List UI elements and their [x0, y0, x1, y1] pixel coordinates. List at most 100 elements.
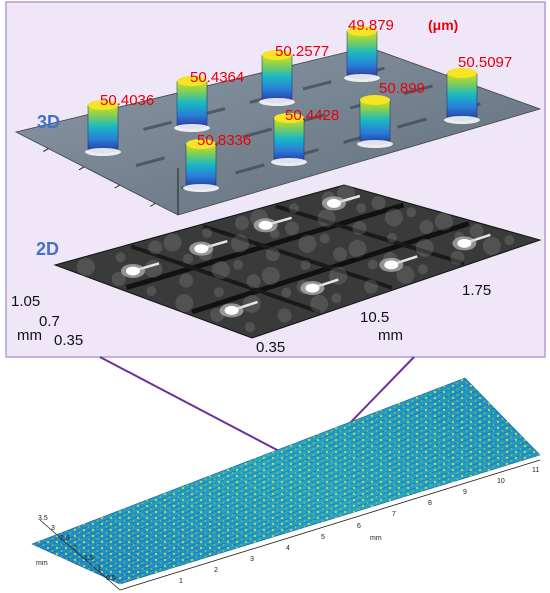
pillar-base	[344, 74, 380, 82]
height-label-8: 50.8336	[197, 132, 251, 149]
surface-3d-tick	[150, 202, 156, 207]
image-2d-blob	[352, 221, 367, 236]
full-x-axis	[119, 459, 541, 591]
image-2d-blob	[417, 264, 428, 275]
full-x-tick-1: 1	[179, 578, 183, 585]
image-2d-blob	[415, 238, 434, 257]
image-2d-blob	[202, 227, 213, 238]
pillar-4	[344, 26, 380, 82]
pillar-top	[360, 95, 390, 105]
image-2d-blob	[265, 247, 280, 262]
label-3d: 3D	[37, 112, 60, 132]
image-2d-blob	[386, 232, 397, 243]
image-2d-spot	[305, 283, 320, 293]
surface-3d-tick	[78, 166, 85, 171]
image-2d-blob	[469, 223, 484, 238]
height-label-7: 50.4428	[285, 107, 339, 124]
image-2d-blob	[246, 274, 261, 289]
image-2d-blob	[333, 247, 348, 262]
pillar-top	[186, 139, 216, 149]
pillar-base	[183, 184, 219, 192]
surface-full-spikes	[32, 378, 540, 584]
pillar-base	[357, 140, 393, 148]
pillar-top	[274, 113, 304, 123]
image-2d-channel	[275, 204, 465, 266]
image-2d-blob	[261, 266, 280, 285]
image-2d-blob	[348, 239, 367, 258]
image-2d-blob	[367, 259, 378, 270]
pillar-base	[259, 98, 295, 106]
pillar-top	[88, 100, 118, 110]
image-2d-blob	[115, 252, 126, 263]
image-2d-blob	[482, 237, 501, 256]
x-tick-1: 0.35	[256, 339, 285, 356]
pillar-base	[444, 116, 480, 124]
full-x-tick-8: 8	[428, 500, 432, 507]
surface-3d-trench	[143, 120, 173, 131]
full-y-tick-4: 2	[73, 545, 77, 552]
full-y-unit: mm	[36, 560, 48, 567]
full-y-tick-7: 3.5	[38, 515, 48, 522]
image-2d-blob	[310, 294, 329, 313]
pillar-8	[183, 139, 219, 192]
full-x-ticks: 1 2 3 4 5 6 7 8 9 10 11 mm	[179, 467, 539, 585]
surface-full: 1 2 3 4 5 6 7 8 9 10 11 mm 0.5 1 1.5 2 2…	[31, 377, 541, 591]
surface-3d-trench	[242, 127, 273, 139]
pillar-top	[447, 68, 477, 78]
x-tick-2: 10.5	[360, 309, 389, 326]
full-x-tick-6: 6	[357, 523, 361, 530]
pillar-base	[85, 148, 121, 156]
image-2d-blob	[284, 221, 299, 236]
image-2d-spot	[457, 238, 472, 248]
full-x-tick-7: 7	[392, 511, 396, 518]
image-2d-blob	[211, 261, 230, 280]
image-2d-blob	[182, 253, 193, 264]
height-label-1: 50.4036	[100, 92, 154, 109]
height-label-6: 50.899	[379, 80, 425, 97]
image-2d-blob	[230, 234, 249, 253]
pillar-7	[271, 113, 307, 166]
height-label-2: 50.4364	[190, 69, 244, 86]
surface-3d-trench	[135, 156, 165, 168]
full-x-tick-2: 2	[214, 567, 218, 574]
pillar-top	[177, 76, 207, 86]
image-2d-blob	[163, 233, 182, 252]
image-2d-blob	[450, 250, 465, 265]
full-x-tick-9: 9	[463, 489, 467, 496]
image-2d-blob	[233, 259, 244, 270]
label-2d: 2D	[36, 239, 59, 259]
pillar-5	[444, 68, 480, 124]
image-2d-blob	[356, 203, 367, 214]
image-2d-blob	[396, 265, 415, 284]
full-x-tick-11: 11	[532, 467, 539, 474]
image-2d-blob	[406, 207, 417, 218]
full-y-tick-3: 1.5	[84, 555, 94, 562]
surface-3d-trench	[235, 163, 265, 175]
image-2d-blob	[179, 273, 194, 288]
height-labels: 50.4036 50.4364 50.2577 49.879 (μm) 50.5…	[100, 17, 512, 149]
image-2d-spot	[224, 305, 239, 315]
image-2d-axes: 1.05 0.7 mm 0.35 0.35 10.5 mm 1.75	[11, 282, 491, 356]
y-tick-3: 0.35	[54, 332, 83, 349]
image-2d-blob	[175, 294, 194, 313]
image-2d-blob	[277, 308, 292, 323]
pillar-1	[85, 100, 121, 156]
full-y-tick-5: 2.5	[60, 535, 70, 542]
image-2d-plane	[53, 184, 542, 339]
full-x-tick-5: 5	[321, 534, 325, 541]
image-2d-blob	[331, 293, 342, 304]
height-label-4: 49.879	[348, 17, 394, 34]
image-2d	[53, 184, 542, 339]
image-2d-blob	[419, 220, 434, 235]
image-2d-blob	[146, 286, 157, 297]
image-2d-blob	[384, 208, 403, 227]
x-tick-3: 1.75	[462, 282, 491, 299]
image-2d-blob	[371, 195, 386, 210]
image-2d-blob	[319, 233, 330, 244]
image-2d-spot	[194, 244, 209, 254]
image-2d-blob	[288, 203, 299, 214]
full-y-axis	[39, 519, 121, 591]
image-2d-blob	[213, 287, 224, 298]
pillar-6	[357, 95, 393, 148]
image-2d-spot	[258, 220, 273, 230]
